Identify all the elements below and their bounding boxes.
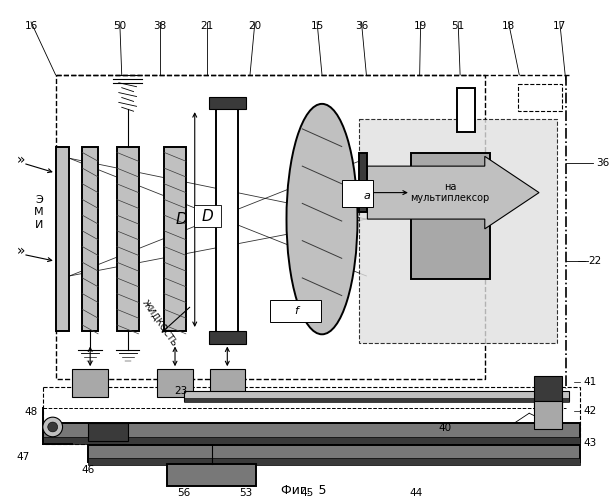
Text: 36: 36 xyxy=(596,158,609,168)
Polygon shape xyxy=(367,156,539,229)
Circle shape xyxy=(48,422,58,432)
Bar xyxy=(341,180,373,208)
Text: 22: 22 xyxy=(588,256,601,266)
Text: 43: 43 xyxy=(584,438,596,448)
Bar xyxy=(56,75,485,379)
Text: a: a xyxy=(364,190,370,200)
Bar xyxy=(184,390,569,402)
Bar xyxy=(411,154,490,279)
Circle shape xyxy=(43,417,63,437)
Text: 19: 19 xyxy=(414,21,427,31)
Bar xyxy=(216,104,238,335)
Text: D: D xyxy=(176,212,188,226)
Text: 15: 15 xyxy=(310,21,324,31)
Text: 16: 16 xyxy=(25,21,37,31)
Bar xyxy=(117,146,139,331)
Text: 47: 47 xyxy=(17,452,29,462)
Bar xyxy=(82,146,98,331)
Text: ЖИДКОСТЬ: ЖИДКОСТЬ xyxy=(140,298,178,348)
Bar xyxy=(43,437,581,444)
Bar xyxy=(43,423,581,440)
Text: »: » xyxy=(17,244,25,258)
Bar xyxy=(208,331,246,344)
Text: 44: 44 xyxy=(409,488,422,498)
Text: 51: 51 xyxy=(452,21,465,31)
Bar xyxy=(457,88,475,132)
Text: 53: 53 xyxy=(240,488,253,498)
Bar xyxy=(158,369,192,396)
Text: 40: 40 xyxy=(438,423,452,433)
Bar xyxy=(167,464,256,486)
Text: 50: 50 xyxy=(113,21,126,31)
Text: »: » xyxy=(17,153,25,167)
Text: на
мультиплексор: на мультиплексор xyxy=(411,182,490,204)
Text: 21: 21 xyxy=(200,21,213,31)
Text: 56: 56 xyxy=(177,488,191,498)
Text: 41: 41 xyxy=(584,377,596,387)
Bar xyxy=(270,300,321,322)
Bar xyxy=(208,96,246,110)
Bar xyxy=(194,206,221,227)
Bar xyxy=(534,402,562,429)
Bar xyxy=(184,398,569,402)
Bar xyxy=(359,154,367,212)
Text: Э
М
И: Э М И xyxy=(34,195,44,230)
Text: 23: 23 xyxy=(174,386,188,396)
Text: 36: 36 xyxy=(355,21,368,31)
Text: Фиг.  5: Фиг. 5 xyxy=(281,484,326,497)
Bar xyxy=(534,376,562,410)
Bar xyxy=(359,119,557,342)
Bar xyxy=(210,369,245,396)
Bar xyxy=(88,444,581,462)
Bar xyxy=(72,369,108,396)
Bar xyxy=(56,146,69,331)
Text: D: D xyxy=(202,208,213,224)
Text: 45: 45 xyxy=(300,488,314,498)
Bar xyxy=(88,423,128,440)
Bar xyxy=(164,146,186,331)
Text: 20: 20 xyxy=(248,21,262,31)
Text: 42: 42 xyxy=(584,406,596,416)
Text: f: f xyxy=(294,306,299,316)
Bar xyxy=(88,458,581,465)
Bar xyxy=(519,84,562,111)
Text: 48: 48 xyxy=(25,408,37,418)
Bar xyxy=(43,387,581,444)
Text: 18: 18 xyxy=(502,21,515,31)
Ellipse shape xyxy=(286,104,357,334)
Text: 38: 38 xyxy=(154,21,167,31)
Text: 46: 46 xyxy=(82,465,95,475)
Text: 17: 17 xyxy=(553,21,566,31)
